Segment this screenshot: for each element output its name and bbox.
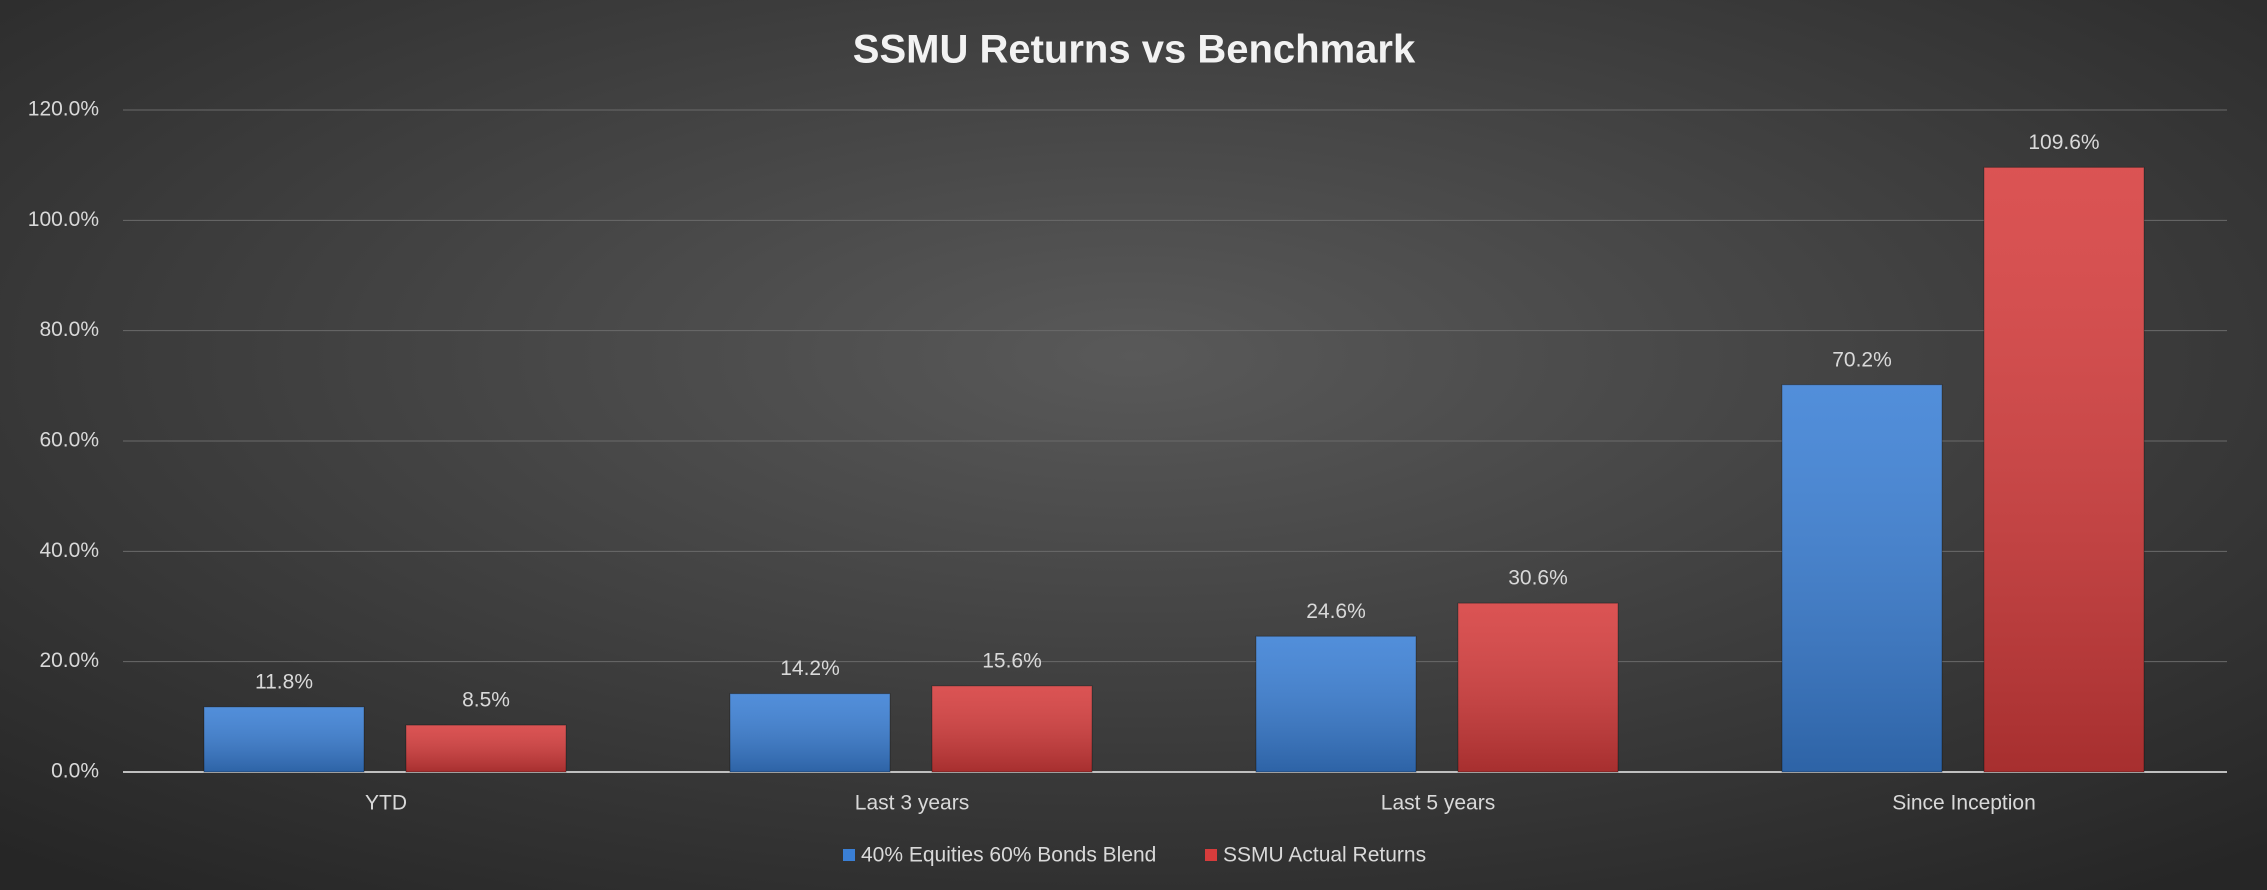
bar — [405, 724, 567, 773]
bar — [1255, 635, 1417, 773]
y-tick-label: 100.0% — [28, 208, 99, 231]
bar — [1781, 384, 1943, 773]
bar — [1983, 166, 2145, 773]
bar — [203, 706, 365, 773]
x-tick-label: Since Inception — [1892, 792, 2036, 815]
legend-label: 40% Equities 60% Bonds Blend — [861, 844, 1156, 867]
y-tick-label: 80.0% — [39, 318, 99, 341]
y-tick-label: 40.0% — [39, 539, 99, 562]
data-label: 109.6% — [2028, 131, 2099, 154]
data-label: 11.8% — [255, 670, 313, 693]
data-label: 24.6% — [1306, 600, 1366, 623]
legend-label: SSMU Actual Returns — [1223, 844, 1426, 867]
data-label: 70.2% — [1832, 348, 1892, 371]
x-tick-label: YTD — [365, 792, 407, 815]
data-label: 14.2% — [780, 657, 840, 680]
bar — [1457, 602, 1619, 773]
chart-title: SSMU Returns vs Benchmark — [853, 28, 1416, 72]
legend-marker — [843, 849, 855, 861]
legend-marker — [1205, 849, 1217, 861]
x-tick-label: Last 5 years — [1381, 792, 1495, 815]
x-tick-label: Last 3 years — [855, 792, 969, 815]
data-label: 30.6% — [1508, 567, 1568, 590]
y-tick-label: 0.0% — [51, 760, 99, 783]
data-label: 15.6% — [982, 649, 1042, 672]
y-tick-label: 20.0% — [39, 649, 99, 672]
bar — [931, 685, 1093, 773]
y-tick-label: 120.0% — [28, 98, 99, 121]
data-label: 8.5% — [462, 689, 510, 712]
bar — [729, 693, 891, 773]
y-tick-label: 60.0% — [39, 429, 99, 452]
